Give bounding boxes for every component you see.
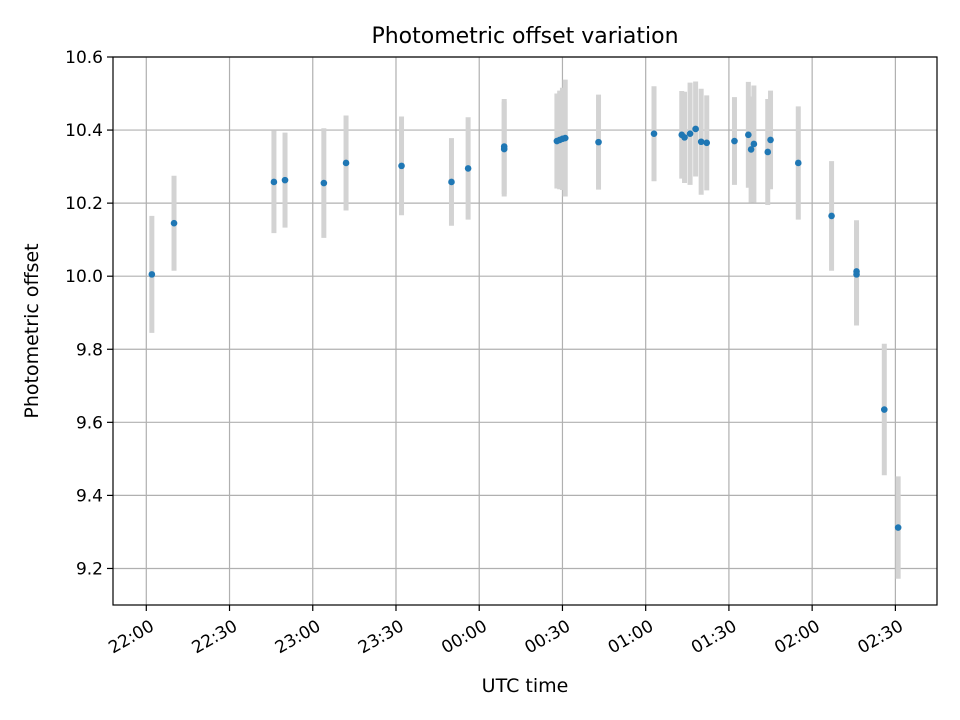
y-axis-label: Photometric offset xyxy=(21,243,43,418)
y-tick-label: 9.2 xyxy=(76,559,103,579)
data-point xyxy=(561,134,569,142)
data-point xyxy=(148,271,156,278)
data-point xyxy=(697,138,705,146)
data-point xyxy=(686,130,694,138)
plot-frame xyxy=(112,56,938,606)
x-axis-label: UTC time xyxy=(482,675,569,697)
chart-title: Photometric offset variation xyxy=(371,24,678,49)
data-points xyxy=(148,125,902,531)
data-point xyxy=(398,162,405,170)
data-point xyxy=(794,159,802,167)
data-point xyxy=(828,212,835,220)
data-point xyxy=(170,219,178,227)
y-tick-label: 10.2 xyxy=(65,194,103,214)
data-point xyxy=(270,178,278,186)
data-point xyxy=(342,159,350,167)
y-tick-label: 9.4 xyxy=(76,486,103,506)
y-tick-label: 9.6 xyxy=(76,413,103,433)
data-point xyxy=(853,271,860,278)
data-point xyxy=(281,176,289,184)
data-point xyxy=(750,140,758,148)
y-tick-label: 10.6 xyxy=(65,48,103,68)
data-point xyxy=(747,146,755,153)
data-point xyxy=(448,178,455,186)
data-point xyxy=(767,136,774,144)
data-point xyxy=(595,138,602,146)
data-point xyxy=(764,148,772,156)
y-tick-label: 9.8 xyxy=(76,340,103,360)
data-point xyxy=(745,131,752,139)
data-point xyxy=(681,134,688,141)
data-point xyxy=(320,179,328,187)
y-tick-label: 10.4 xyxy=(65,121,103,141)
data-point xyxy=(464,165,472,172)
data-point xyxy=(650,130,658,138)
y-tick-label: 10.0 xyxy=(65,267,103,287)
data-point xyxy=(894,524,902,531)
data-point xyxy=(880,406,888,413)
data-point xyxy=(500,145,508,153)
data-point xyxy=(692,125,699,133)
data-point xyxy=(731,137,738,145)
data-point xyxy=(703,139,711,147)
